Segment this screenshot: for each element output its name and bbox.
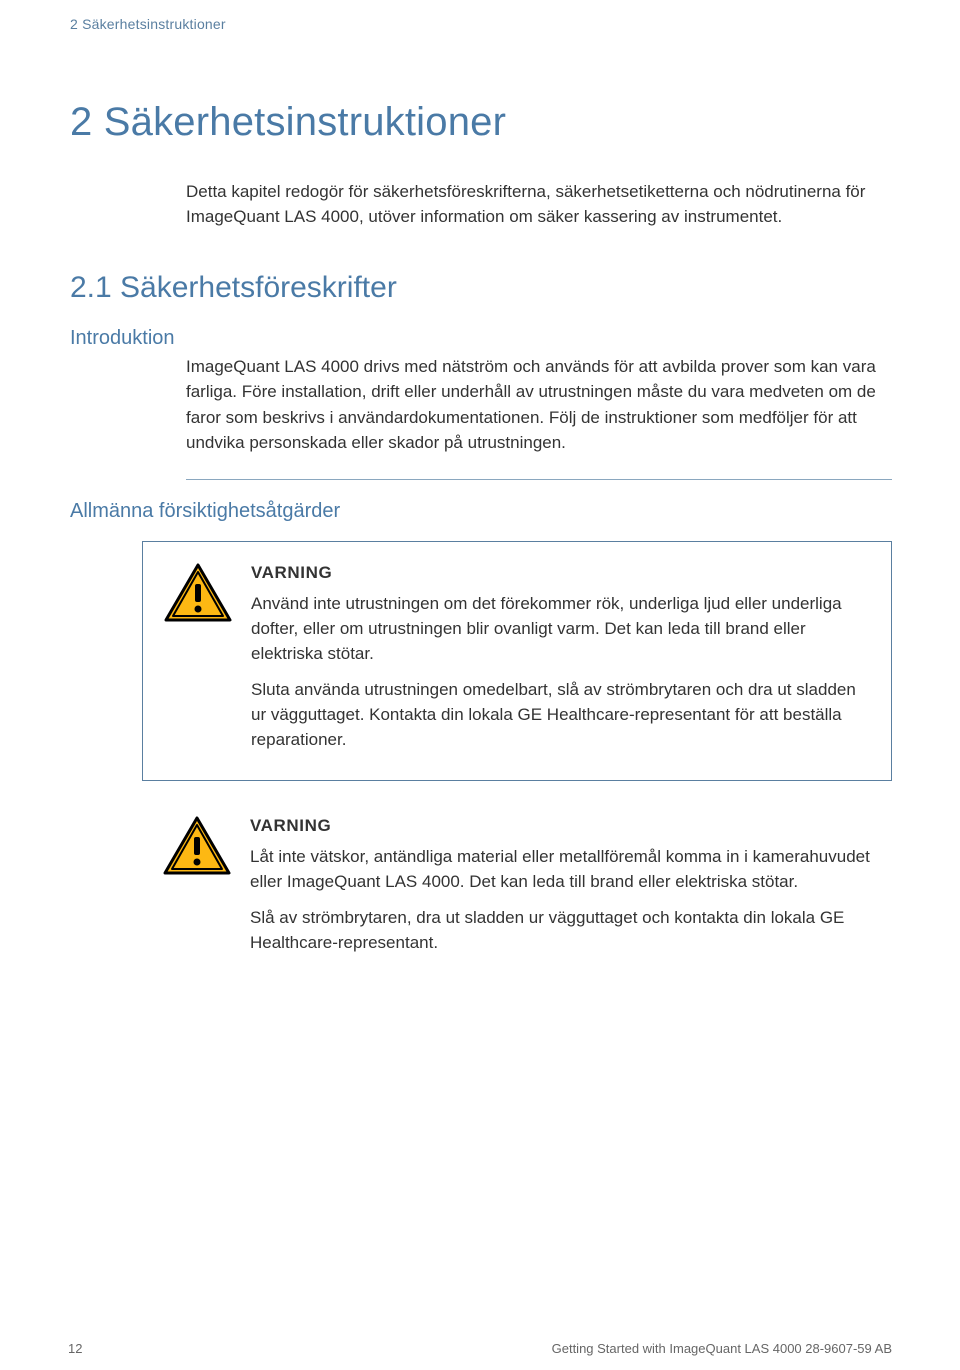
warning-2-paragraph-1: Låt inte vätskor, antändliga material el… xyxy=(250,844,872,894)
warning-2-label: VARNING xyxy=(250,813,872,838)
warning-box-2: VARNING Låt inte vätskor, antändliga mat… xyxy=(142,805,892,983)
page-number: 12 xyxy=(68,1341,82,1356)
warning-triangle-icon xyxy=(163,562,233,624)
page-footer: 12 Getting Started with ImageQuant LAS 4… xyxy=(0,1341,960,1356)
warning-2-paragraph-2: Slå av strömbrytaren, dra ut sladden ur … xyxy=(250,905,872,955)
warning-1-paragraph-2: Sluta använda utrustningen omedelbart, s… xyxy=(251,677,871,752)
section-divider xyxy=(186,479,892,480)
allmanna-heading: Allmänna försiktighetsåtgärder xyxy=(68,500,892,523)
document-reference: Getting Started with ImageQuant LAS 4000… xyxy=(552,1341,892,1356)
introduktion-body: ImageQuant LAS 4000 drivs med nätström o… xyxy=(186,354,892,455)
chapter-intro-paragraph: Detta kapitel redogör för säkerhetsföres… xyxy=(186,179,892,229)
warning-triangle-icon xyxy=(162,815,232,877)
warning-1-text: VARNING Använd inte utrustningen om det … xyxy=(251,560,871,762)
section-title: 2.1 Säkerhetsföreskrifter xyxy=(68,271,892,305)
introduktion-heading: Introduktion xyxy=(68,327,892,350)
running-header: 2 Säkerhetsinstruktioner xyxy=(68,16,892,32)
warning-1-label: VARNING xyxy=(251,560,871,585)
chapter-title: 2 Säkerhetsinstruktioner xyxy=(68,100,892,145)
warning-box-1: VARNING Använd inte utrustningen om det … xyxy=(142,541,892,781)
warning-1-paragraph-1: Använd inte utrustningen om det förekomm… xyxy=(251,591,871,666)
introduktion-block: Introduktion ImageQuant LAS 4000 drivs m… xyxy=(68,327,892,480)
warning-2-text: VARNING Låt inte vätskor, antändliga mat… xyxy=(250,813,872,965)
page: 2 Säkerhetsinstruktioner 2 Säkerhetsinst… xyxy=(0,0,960,1370)
